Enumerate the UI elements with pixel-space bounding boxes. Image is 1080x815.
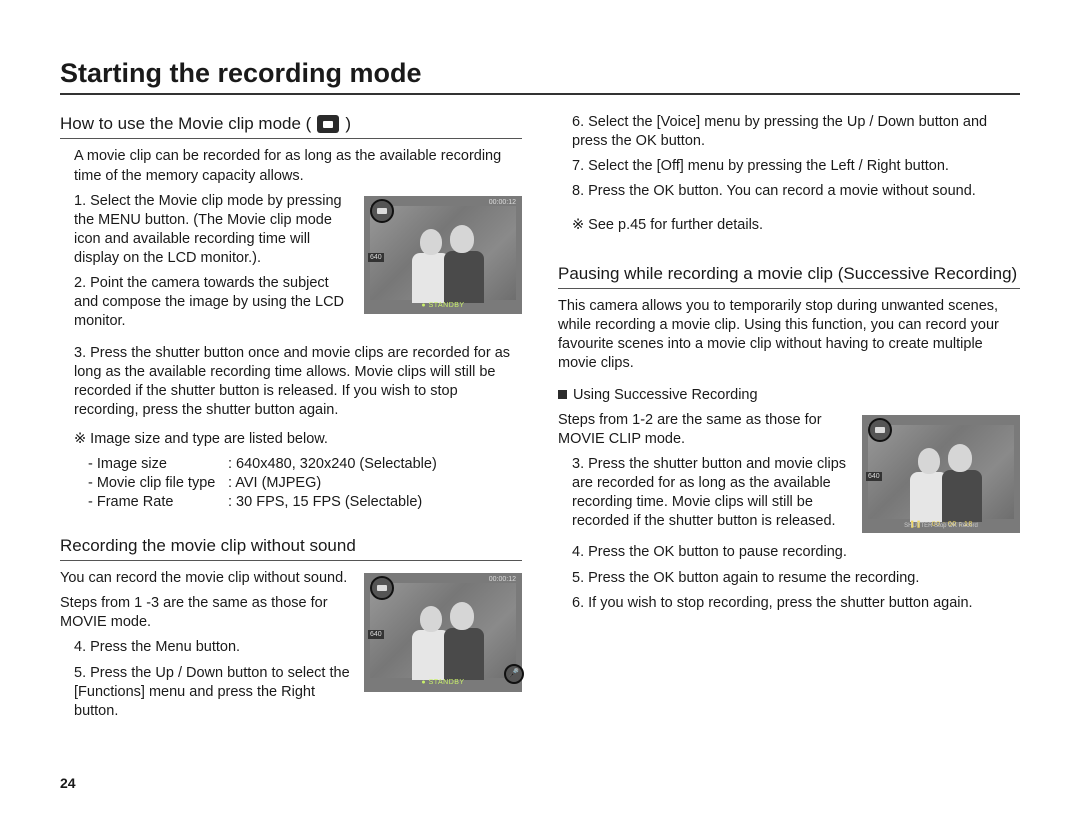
- spec-size-label: - Image size: [88, 455, 228, 474]
- spec-rate-label: - Frame Rate: [88, 493, 228, 512]
- movie-mode-icon: [370, 576, 394, 600]
- square-bullet-icon: [558, 390, 567, 399]
- lcd-preview-thumb-1: 00:00:12 640 ● STANDBY: [364, 196, 522, 315]
- thumb1-time: 00:00:12: [489, 198, 516, 207]
- movie-clip-icon: [317, 115, 339, 133]
- section4-step3: 3. Press the shutter button and movie cl…: [558, 455, 852, 532]
- section3-step6: 6. Select the [Voice] menu by pressing t…: [558, 113, 1020, 151]
- thumb2-res: 640: [368, 630, 384, 639]
- page-title: Starting the recording mode: [60, 58, 1020, 95]
- section3-see: ※ See p.45 for further details.: [558, 216, 1020, 235]
- section1-intro: A movie clip can be recorded for as long…: [60, 147, 522, 185]
- thumb3-bar: SHUTTER Stop OK Record: [862, 523, 1020, 531]
- section2-heading: Recording the movie clip without sound: [60, 535, 522, 561]
- section2-step4: 4. Press the Menu button.: [60, 638, 354, 657]
- section1-heading-text: How to use the Movie clip mode (: [60, 113, 311, 135]
- section3-step7: 7. Select the [Off] menu by pressing the…: [558, 157, 1020, 176]
- section2-ref: Steps from 1 -3 are the same as those fo…: [60, 594, 354, 632]
- thumb2-time: 00:00:12: [489, 575, 516, 584]
- section3-step8: 8. Press the OK button. You can record a…: [558, 182, 1020, 201]
- spec-type-label: - Movie clip file type: [88, 474, 228, 493]
- right-column: 6. Select the [Voice] menu by pressing t…: [558, 113, 1020, 733]
- section2-intro: You can record the movie clip without so…: [60, 569, 354, 588]
- section4-heading: Pausing while recording a movie clip (Su…: [558, 263, 1020, 289]
- section1-heading: How to use the Movie clip mode ( ): [60, 113, 522, 139]
- section1-step3: 3. Press the shutter button once and mov…: [60, 344, 522, 421]
- section4-step4: 4. Press the OK button to pause recordin…: [558, 543, 1020, 562]
- section4-step5: 5. Press the OK button again to resume t…: [558, 569, 1020, 588]
- thumb1-standby: ● STANDBY: [364, 301, 522, 310]
- section2-step5: 5. Press the Up / Down button to select …: [60, 664, 354, 721]
- spec-rate-value: : 30 FPS, 15 FPS (Selectable): [228, 493, 422, 512]
- movie-mode-icon: [370, 199, 394, 223]
- section4-ref: Steps from 1-2 are the same as those for…: [558, 411, 852, 449]
- thumb3-res: 640: [866, 472, 882, 481]
- section1-heading-close: ): [345, 113, 351, 135]
- spec-type-value: : AVI (MJPEG): [228, 474, 321, 493]
- movie-mode-icon: [868, 418, 892, 442]
- left-column: How to use the Movie clip mode ( ) A mov…: [60, 113, 522, 733]
- lcd-preview-thumb-3: 640 ❚❚ 00 : 00 : 18 SHUTTER Stop OK Reco…: [862, 415, 1020, 534]
- lcd-preview-thumb-2: 00:00:12 640 ● STANDBY 🎤: [364, 573, 522, 692]
- thumb2-standby: ● STANDBY: [364, 678, 522, 687]
- page-number: 24: [60, 775, 76, 791]
- content-columns: How to use the Movie clip mode ( ) A mov…: [60, 113, 1020, 733]
- spec-note: ※ Image size and type are listed below.: [60, 430, 522, 449]
- thumb1-res: 640: [368, 253, 384, 262]
- section4-intro: This camera allows you to temporarily st…: [558, 297, 1020, 374]
- section4-sub-text: Using Successive Recording: [573, 387, 758, 403]
- spec-size-value: : 640x480, 320x240 (Selectable): [228, 455, 437, 474]
- section1-step1: 1. Select the Movie clip mode by pressin…: [60, 192, 354, 269]
- section1-step2: 2. Point the camera towards the subject …: [60, 274, 354, 331]
- section4-sub: Using Successive Recording: [558, 386, 1020, 405]
- section4-step6: 6. If you wish to stop recording, press …: [558, 594, 1020, 613]
- mute-mic-icon: 🎤: [504, 664, 524, 684]
